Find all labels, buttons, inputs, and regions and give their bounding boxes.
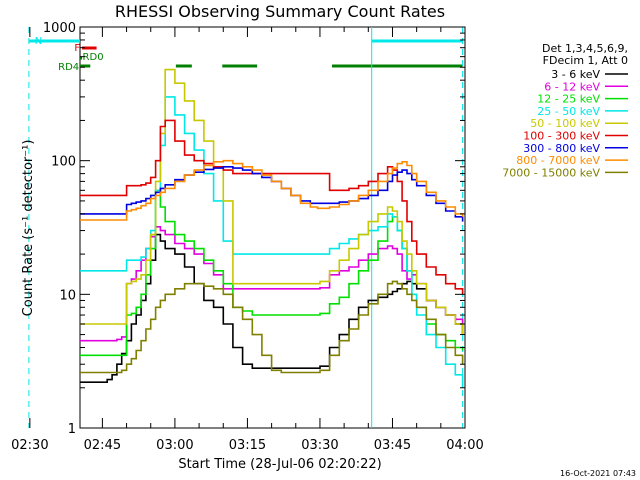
legend-label-5: 50 - 100 keV bbox=[530, 117, 600, 130]
legend-label-6: 100 - 300 keV bbox=[523, 130, 600, 143]
series-line-6 bbox=[80, 119, 464, 295]
legend-label-1: 3 - 6 keV bbox=[551, 68, 600, 81]
x-tick-label-2: 02:45 bbox=[84, 438, 121, 453]
legend-header-2: FDecim 1, Att 0 bbox=[543, 54, 628, 67]
x-tick-label-1: 02:30 bbox=[11, 438, 48, 453]
y-axis-label: Count Rate (s⁻¹ detector⁻¹) bbox=[21, 140, 36, 317]
axes-layer: 1 10 100 1000 02:30 02:45 03:00 03:15 03:30 03:45… bbox=[11, 21, 484, 453]
legend-label-3: 12 - 25 keV bbox=[537, 93, 600, 106]
x-axis-label: Start Time (28-Jul-06 02:20:22) bbox=[178, 457, 381, 472]
legend: Det 1,3,4,5,6,9,FDecim 1, Att 03 - 6 keV… bbox=[502, 42, 628, 179]
legend-label-9: 7000 - 15000 keV bbox=[502, 166, 600, 179]
y-tick-label-1: 1 bbox=[68, 422, 76, 437]
series-line-8 bbox=[80, 159, 464, 221]
chart-title: RHESSI Observing Summary Count Rates bbox=[115, 2, 445, 21]
series-line-1 bbox=[80, 233, 464, 383]
legend-label-8: 800 - 7000 keV bbox=[516, 154, 600, 167]
series-line-5 bbox=[80, 68, 464, 335]
x-tick-label-4: 03:15 bbox=[229, 438, 266, 453]
legend-label-4: 25 - 50 keV bbox=[537, 105, 600, 118]
legend-label-7: 300 - 800 keV bbox=[523, 142, 600, 155]
generation-timestamp: 16-Oct-2021 07:43 bbox=[560, 469, 636, 478]
legend-header-1: Det 1,3,4,5,6,9, bbox=[542, 42, 628, 55]
x-tick-label-7: 04:00 bbox=[446, 438, 483, 453]
flag-label-rd0: RD0 bbox=[83, 52, 104, 63]
plot-frame bbox=[79, 26, 466, 429]
flag-label-n: N bbox=[35, 36, 42, 47]
series-layer bbox=[80, 68, 464, 388]
flag-label-rd4: RD4 bbox=[58, 62, 79, 73]
series-line-3 bbox=[80, 189, 464, 357]
plot-area-border bbox=[79, 26, 466, 429]
legend-label-2: 6 - 12 keV bbox=[544, 80, 600, 93]
y-tick-label-4: 1000 bbox=[43, 21, 76, 36]
x-tick-label-6: 03:45 bbox=[374, 438, 411, 453]
series-line-2 bbox=[80, 226, 464, 342]
flag-label-f: F bbox=[74, 43, 80, 54]
x-tick-label-3: 03:00 bbox=[156, 438, 193, 453]
series-line-4 bbox=[80, 96, 464, 388]
y-tick-label-3: 100 bbox=[51, 155, 76, 170]
y-tick-label-2: 10 bbox=[59, 288, 76, 303]
series-line-9 bbox=[80, 280, 464, 374]
x-tick-label-5: 03:30 bbox=[301, 438, 338, 453]
